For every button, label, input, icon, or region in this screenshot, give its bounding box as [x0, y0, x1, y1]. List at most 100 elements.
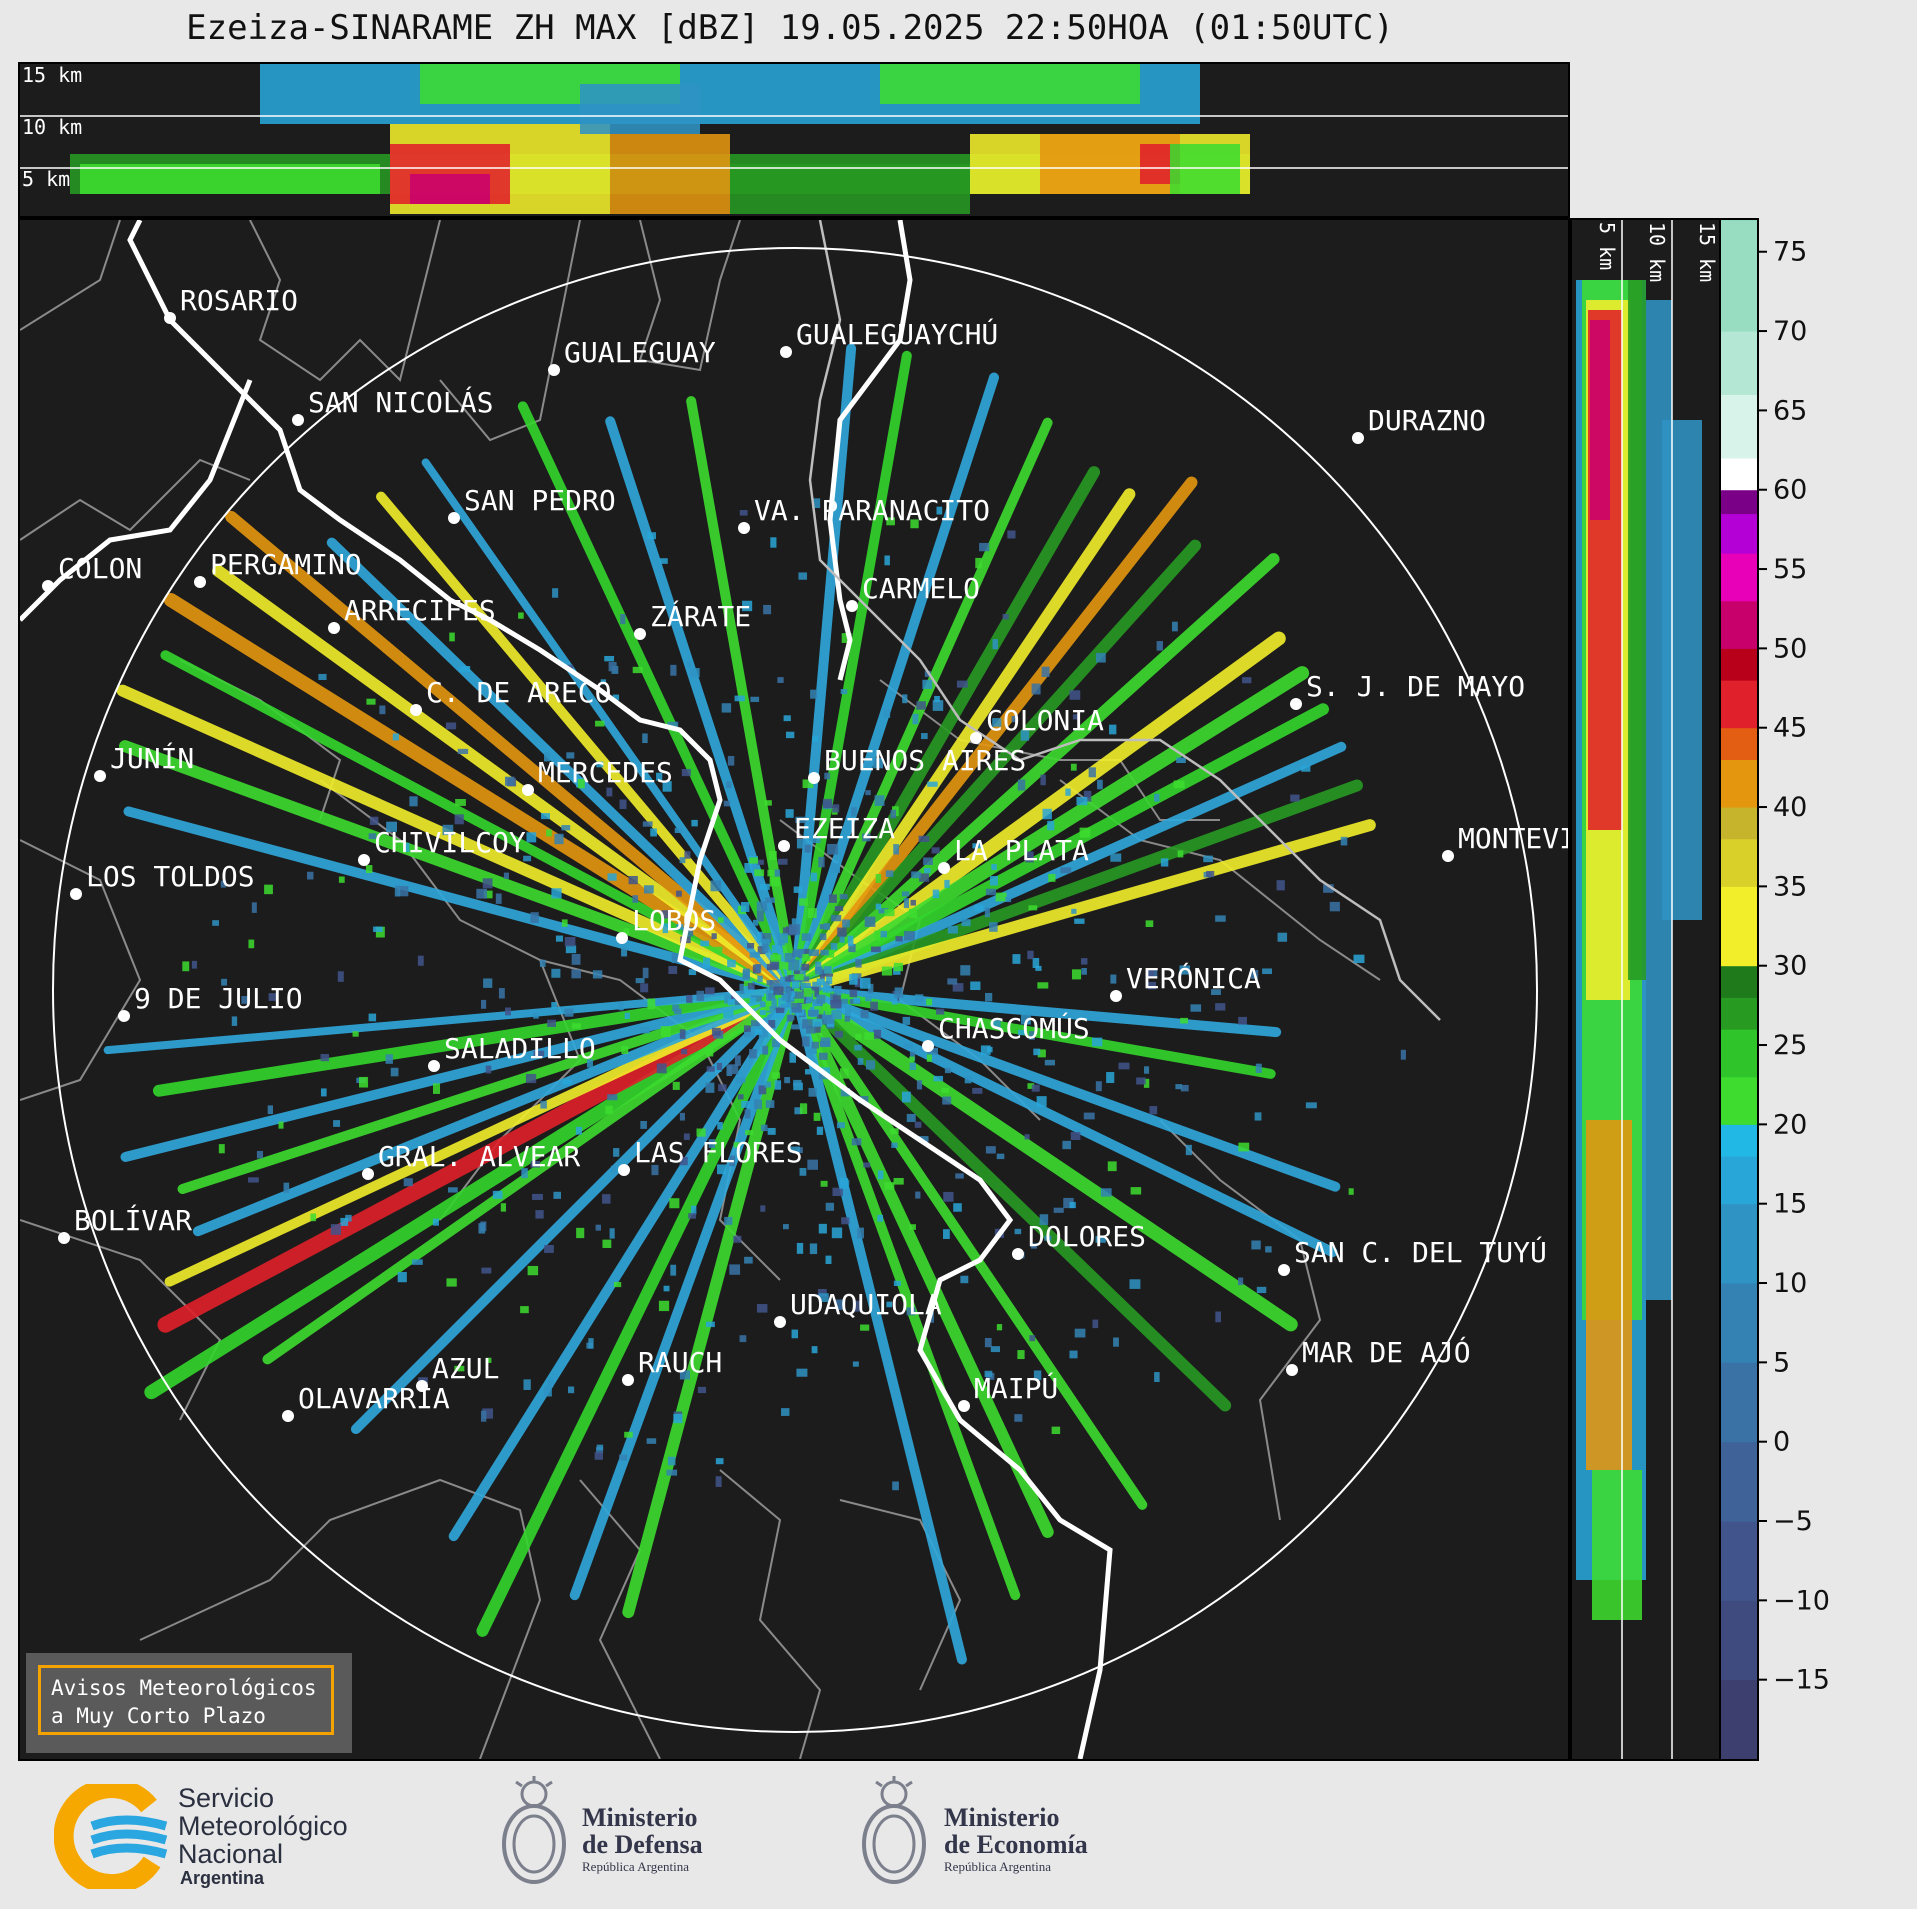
clutter-pixel: [771, 944, 780, 953]
clutter-pixel: [764, 800, 772, 806]
city-marker[interactable]: [1352, 432, 1364, 444]
city-marker[interactable]: [328, 622, 340, 634]
city-marker[interactable]: [780, 346, 792, 358]
city-marker[interactable]: [358, 854, 370, 866]
city-marker[interactable]: [808, 772, 820, 784]
clutter-pixel: [733, 1235, 742, 1243]
clutter-pixel: [683, 1133, 690, 1140]
clutter-pixel: [757, 975, 763, 982]
clutter-pixel: [844, 1009, 851, 1018]
clutter-pixel: [498, 988, 505, 999]
city-marker[interactable]: [282, 1410, 294, 1422]
city-label: VERÓNICA: [1126, 961, 1261, 995]
city-marker[interactable]: [416, 1380, 428, 1392]
clutter-pixel: [710, 880, 722, 892]
city-marker[interactable]: [362, 1168, 374, 1180]
clutter-pixel: [794, 974, 804, 981]
clutter-pixel: [854, 978, 863, 988]
colorbar-segment: [1721, 553, 1757, 602]
clutter-pixel: [546, 829, 552, 837]
radar-map-panel[interactable]: ROSARIO GUALEGUAYCHÚ GUALEGUAY SAN NICOLÁS D…: [18, 218, 1570, 1761]
clutter-pixel: [766, 963, 778, 971]
clutter-pixel: [756, 910, 764, 922]
city-marker[interactable]: [410, 704, 422, 716]
clutter-pixel: [903, 897, 910, 908]
city-marker[interactable]: [428, 1060, 440, 1072]
city-marker[interactable]: [292, 414, 304, 426]
clutter-pixel: [248, 1177, 259, 1183]
city-marker[interactable]: [778, 840, 790, 852]
short-term-warnings-badge[interactable]: Avisos Meteorológicos a Muy Corto Plazo: [26, 1653, 352, 1753]
city-marker[interactable]: [164, 312, 176, 324]
city-marker[interactable]: [622, 1374, 634, 1386]
clutter-pixel: [338, 876, 345, 883]
clutter-pixel: [992, 718, 1002, 727]
city-marker[interactable]: [58, 1232, 70, 1244]
clutter-pixel: [1070, 763, 1077, 771]
clutter-pixel: [992, 1019, 1001, 1029]
clutter-pixel: [635, 978, 645, 984]
city-marker[interactable]: [616, 932, 628, 944]
clutter-pixel: [874, 795, 885, 806]
city-marker[interactable]: [970, 732, 982, 744]
clutter-pixel: [533, 1013, 539, 1019]
city-marker[interactable]: [938, 862, 950, 874]
clutter-pixel: [1028, 905, 1038, 911]
city-marker[interactable]: [522, 784, 534, 796]
clutter-pixel: [676, 924, 684, 930]
city-marker[interactable]: [1286, 1364, 1298, 1376]
city-marker[interactable]: [118, 1010, 130, 1022]
city-marker[interactable]: [618, 1164, 630, 1176]
clutter-pixel: [784, 976, 792, 982]
city-marker[interactable]: [1442, 850, 1454, 862]
city-marker[interactable]: [958, 1400, 970, 1412]
clutter-pixel: [1277, 932, 1288, 942]
city-marker[interactable]: [94, 770, 106, 782]
city-marker[interactable]: [738, 522, 750, 534]
clutter-pixel: [880, 930, 887, 938]
clutter-pixel: [492, 1190, 503, 1199]
clutter-pixel: [739, 510, 748, 516]
city-marker[interactable]: [194, 576, 206, 588]
city-marker[interactable]: [1278, 1264, 1290, 1276]
colorbar-segment: [1721, 1600, 1757, 1681]
clutter-pixel: [749, 952, 760, 958]
city-marker[interactable]: [548, 364, 560, 376]
city-marker[interactable]: [774, 1316, 786, 1328]
city-marker[interactable]: [1012, 1248, 1024, 1260]
city-marker[interactable]: [634, 628, 646, 640]
clutter-pixel: [822, 798, 833, 809]
clutter-pixel: [847, 935, 854, 947]
clutter-pixel: [886, 517, 895, 526]
clutter-pixel: [989, 922, 998, 932]
reflectivity-beam: [686, 396, 800, 995]
clutter-pixel: [831, 914, 842, 922]
clutter-pixel: [852, 1361, 859, 1367]
city-marker[interactable]: [448, 512, 460, 524]
clutter-pixel: [996, 1153, 1005, 1160]
colorbar-segment: [1721, 759, 1757, 808]
city-label: ZÁRATE: [650, 599, 751, 633]
city-marker[interactable]: [70, 888, 82, 900]
clutter-pixel: [955, 1173, 964, 1179]
city-marker[interactable]: [1110, 990, 1122, 1002]
clutter-pixel: [518, 612, 524, 619]
city-marker[interactable]: [42, 580, 54, 592]
city-label: LOS TOLDOS: [86, 860, 255, 893]
clutter-pixel: [989, 876, 998, 886]
clutter-pixel: [819, 924, 826, 930]
city-marker[interactable]: [846, 600, 858, 612]
clutter-pixel: [1136, 1077, 1146, 1085]
clutter-pixel: [1042, 808, 1052, 820]
city-marker[interactable]: [922, 1040, 934, 1052]
clutter-pixel: [823, 966, 832, 974]
city-label: S. J. DE MAYO: [1306, 670, 1525, 703]
clutter-pixel: [595, 1447, 604, 1454]
clutter-pixel: [711, 1027, 721, 1036]
city-label: C. DE ARECO: [426, 676, 611, 709]
clutter-pixel: [696, 1128, 706, 1137]
clutter-pixel: [1179, 965, 1190, 975]
clutter-pixel: [891, 994, 898, 1005]
clutter-pixel: [449, 632, 455, 642]
city-marker[interactable]: [1290, 698, 1302, 710]
